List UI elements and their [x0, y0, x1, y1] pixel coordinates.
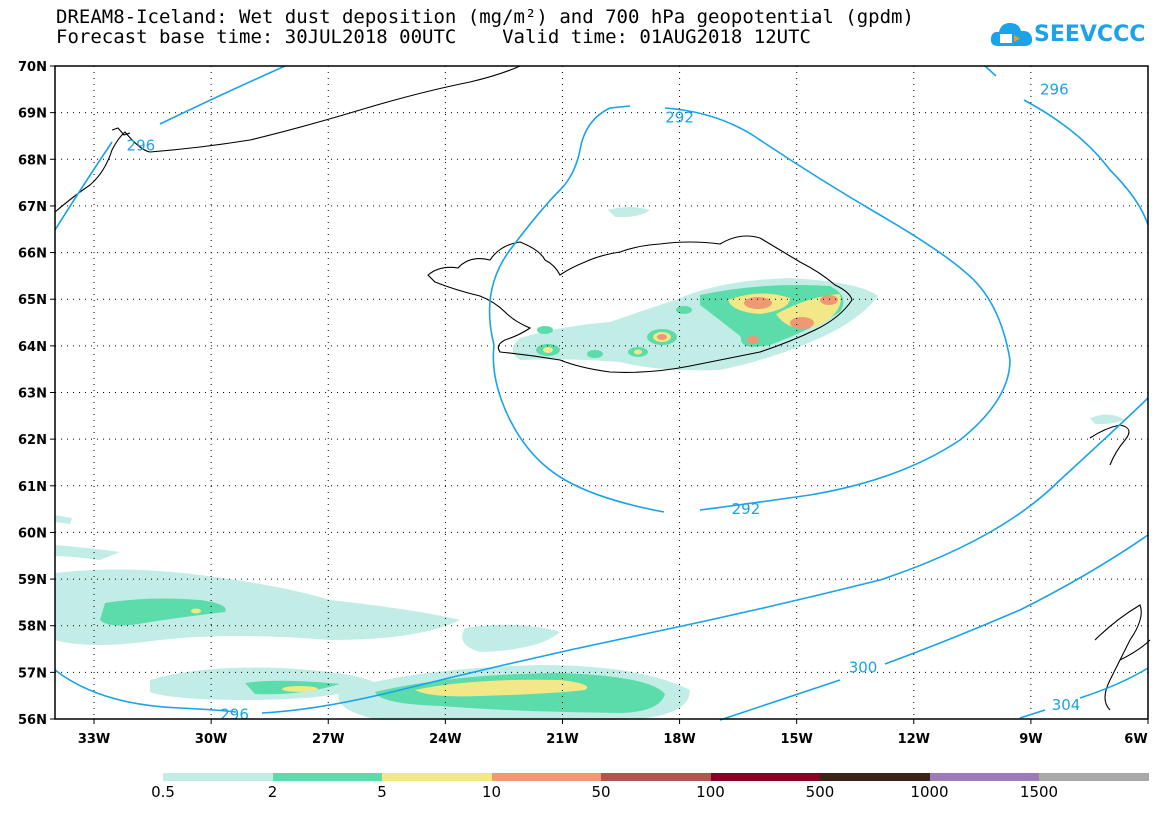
lon-label: 24W [429, 732, 461, 747]
lat-label: 68N [18, 153, 47, 168]
contour-label: 292 [665, 108, 694, 126]
contour-label: 300 [849, 659, 878, 677]
coastlines [54, 65, 1151, 711]
map-title-line1: DREAM8-Iceland: Wet dust deposition (mg/… [56, 6, 914, 28]
dust-deposition-shading [55, 207, 1125, 720]
lon-label: 12W [898, 732, 930, 747]
seevccc-logo: SEEVCCC [990, 18, 1150, 58]
lat-label: 69N [18, 107, 47, 122]
lon-label: 27W [312, 732, 344, 747]
lat-label: 58N [18, 620, 47, 635]
lon-label: 30W [195, 732, 227, 747]
map-title-line2: Forecast base time: 30JUL2018 00UTC Vali… [56, 26, 811, 48]
latitude-labels: 56N 57N 58N 59N 60N 61N 62N 63N 64N 65N 66N 67N 68N 6… [18, 60, 55, 728]
lat-label: 63N [18, 387, 47, 402]
lat-label: 61N [18, 480, 47, 495]
legend-label: 2 [267, 783, 278, 801]
contour-label: 292 [732, 500, 761, 518]
legend-swatch [710, 773, 821, 781]
lon-label: 18W [663, 732, 695, 747]
lon-label: 15W [780, 732, 812, 747]
lat-label: 56N [18, 713, 47, 728]
lon-label: 21W [546, 732, 578, 747]
lat-label: 62N [18, 433, 47, 448]
legend-swatch [382, 773, 492, 781]
legend-swatch [272, 773, 383, 781]
cloud-icon [990, 23, 1033, 46]
legend-label: 1000 [910, 783, 949, 801]
legend-label: 0.5 [151, 783, 175, 801]
lat-label: 65N [18, 293, 47, 308]
legend-label: 100 [696, 783, 725, 801]
lat-label: 59N [18, 573, 47, 588]
legend-swatch [163, 773, 273, 781]
legend-swatch [491, 773, 602, 781]
contour-label: 296 [127, 136, 156, 154]
legend-label: 10 [481, 783, 502, 801]
legend-swatch [1039, 773, 1149, 781]
geopotential-contours [54, 65, 1149, 721]
lat-label: 66N [18, 247, 47, 262]
legend-swatch [929, 773, 1040, 781]
lat-label: 70N [18, 60, 47, 75]
contour-label: 296 [220, 705, 249, 723]
legend-label: 50 [591, 783, 611, 801]
contour-label: 304 [1052, 696, 1081, 714]
legend-label: 500 [805, 783, 835, 801]
legend-swatch [601, 773, 711, 781]
longitude-labels: 33W 30W 27W 24W 21W 18W 15W 12W 9W 6W [78, 719, 1149, 747]
logo-text: SEEVCCC [1034, 22, 1146, 47]
legend-swatch [820, 773, 930, 781]
lat-label: 57N [18, 666, 47, 681]
legend-label: 1500 [1019, 783, 1059, 801]
lat-label: 67N [18, 200, 47, 215]
lat-label: 64N [18, 340, 47, 355]
legend-label: 5 [377, 783, 387, 801]
contour-labels: 292 292 296 296 296 300 304 [127, 80, 1081, 723]
lon-label: 33W [78, 732, 110, 747]
lat-label: 60N [18, 526, 47, 541]
lon-label: 9W [1019, 732, 1042, 747]
contour-label: 296 [1040, 80, 1069, 98]
lon-label: 6W [1124, 732, 1147, 747]
